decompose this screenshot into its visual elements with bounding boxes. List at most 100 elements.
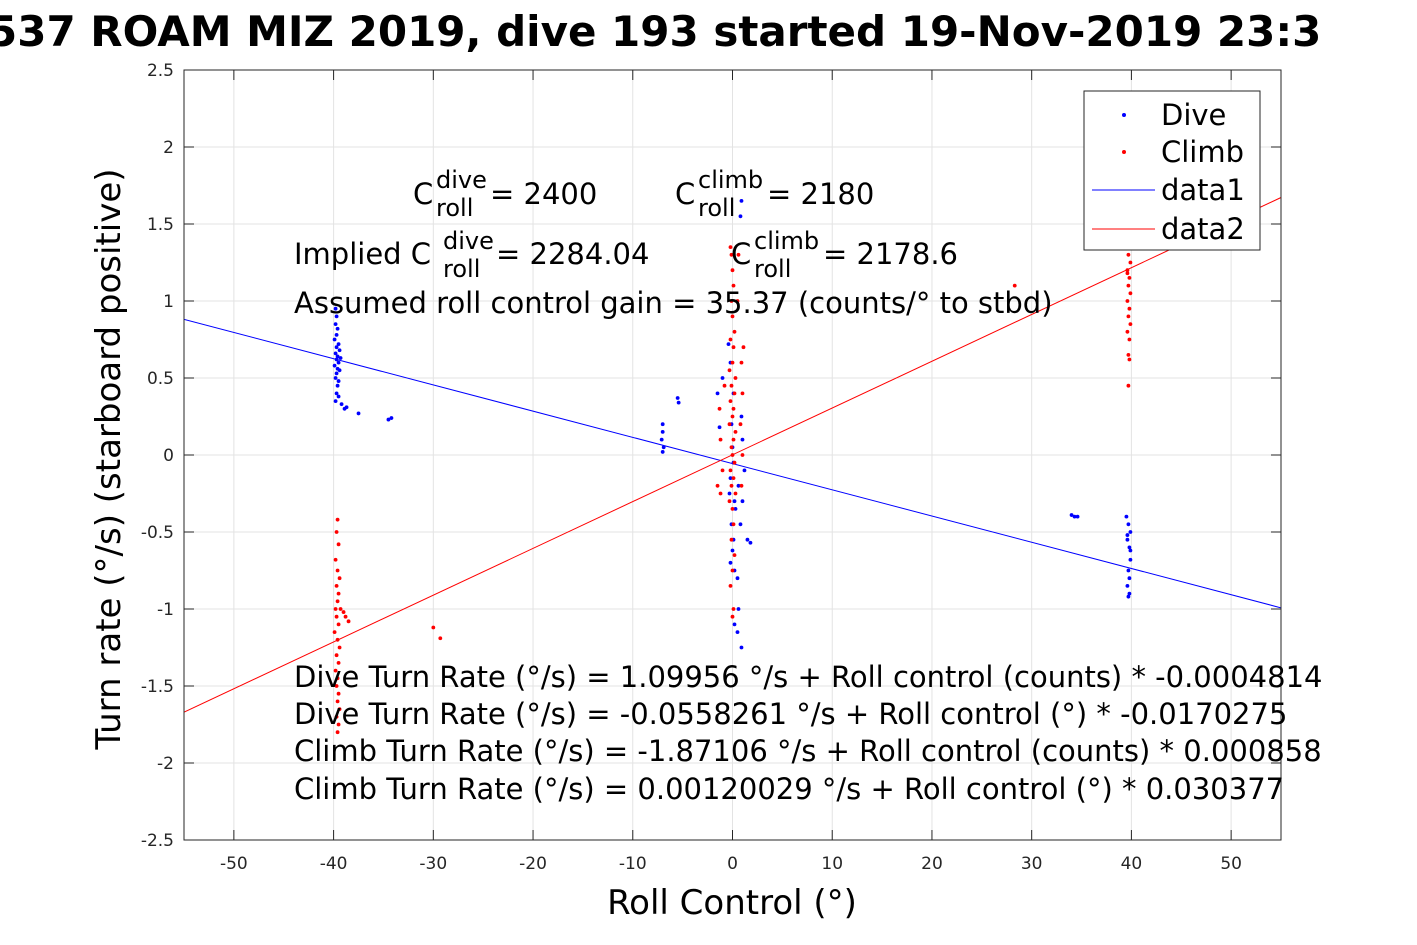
- climb-point: [1012, 283, 1017, 288]
- climb-point: [733, 430, 738, 434]
- climb-point: [336, 591, 341, 596]
- c-roll-climb-value: = 2180: [767, 177, 874, 211]
- dive-point: [1125, 537, 1130, 542]
- dive-point: [1126, 594, 1131, 599]
- y-tick-label: -1: [157, 600, 174, 620]
- implied-c-roll-annotation: Implied C dive roll = 2284.04 C climb ro…: [294, 227, 958, 283]
- dive-point: [1072, 514, 1077, 519]
- x-tick-label: 40: [1121, 854, 1143, 874]
- climb-point: [730, 360, 735, 365]
- climb-point: [1126, 353, 1131, 357]
- dive-point: [1125, 533, 1130, 537]
- y-tick-label: -2.5: [141, 831, 174, 851]
- climb-point: [735, 299, 740, 303]
- climb-point: [731, 406, 736, 411]
- dive-point: [333, 306, 338, 311]
- climb-point: [346, 619, 351, 624]
- climb-point: [731, 522, 736, 527]
- climb-point: [727, 499, 732, 504]
- dive-point: [727, 491, 732, 496]
- climb-point: [729, 252, 734, 257]
- dive-point: [740, 437, 745, 442]
- climb-point: [731, 437, 736, 442]
- dive-point: [717, 425, 722, 430]
- dive-point: [733, 507, 738, 511]
- climb-point: [336, 661, 341, 665]
- plot-area: [184, 197, 1281, 735]
- x-tick-label: 30: [1021, 854, 1043, 874]
- c-roll-climb-base: C: [675, 177, 695, 211]
- climb-point: [730, 507, 735, 511]
- dive-point: [720, 376, 725, 380]
- dive-point: [1127, 545, 1132, 550]
- dive-point: [389, 416, 394, 420]
- climb-point: [740, 453, 745, 457]
- climb-point: [337, 645, 342, 650]
- climb-point: [740, 391, 745, 396]
- climb-point: [741, 345, 746, 350]
- dive-point: [1127, 591, 1132, 596]
- climb-point: [739, 360, 744, 365]
- legend-dive-marker: [1122, 113, 1126, 117]
- climb-point: [732, 460, 737, 465]
- climb-point: [334, 684, 339, 688]
- climb-point: [729, 445, 734, 450]
- x-tick-label: -50: [220, 854, 248, 874]
- climb-point: [733, 376, 738, 380]
- climb-point: [336, 622, 341, 627]
- dive-point: [334, 357, 339, 362]
- climb-point: [431, 625, 436, 630]
- dive-point: [356, 411, 361, 416]
- climb-point: [1125, 268, 1130, 273]
- x-tick-label: -30: [419, 854, 447, 874]
- x-tick-label: 20: [921, 854, 943, 874]
- climb-point: [343, 614, 348, 619]
- c-roll-dive-sub: roll: [436, 194, 473, 222]
- dive-point: [661, 445, 666, 450]
- climb-point: [438, 636, 443, 641]
- dive-point: [728, 560, 733, 565]
- dive-point: [1128, 530, 1133, 534]
- dive-point: [336, 394, 341, 399]
- dive-point: [748, 540, 753, 545]
- dive-point: [337, 368, 342, 373]
- dive-point: [334, 391, 339, 396]
- dive-point: [739, 414, 744, 419]
- dive-point: [728, 476, 733, 480]
- climb-point: [736, 252, 741, 257]
- c-roll-dive-annotation: C dive roll = 2400: [413, 166, 597, 222]
- climb-point: [730, 314, 735, 319]
- climb-point: [720, 468, 725, 473]
- dive-point: [676, 400, 681, 405]
- climb-point: [718, 491, 723, 496]
- dive-point: [1128, 557, 1133, 562]
- dive-point: [335, 383, 340, 388]
- x-tick-label: -20: [519, 854, 547, 874]
- y-tick-label: 2.5: [147, 61, 174, 81]
- climb-point: [738, 422, 743, 427]
- climb-point: [715, 483, 720, 488]
- climb-point: [1125, 329, 1130, 334]
- dive-point: [333, 322, 338, 326]
- dive-point: [675, 396, 680, 400]
- dive-point: [386, 417, 391, 422]
- climb-point: [718, 437, 723, 442]
- climb-point: [1127, 276, 1132, 280]
- climb-point: [333, 668, 338, 673]
- implied-dive-sup: dive: [443, 227, 494, 255]
- c-roll-dive-base: C: [413, 177, 433, 211]
- dive-point: [738, 214, 743, 219]
- legend-climb-marker: [1122, 150, 1126, 154]
- climb-point: [731, 607, 736, 611]
- climb-point: [717, 406, 722, 411]
- dive-point: [715, 391, 720, 396]
- dive-point: [1127, 576, 1132, 581]
- climb-point: [336, 542, 341, 547]
- dive-point: [1128, 548, 1133, 553]
- dive-point: [337, 348, 342, 353]
- climb-point: [1127, 337, 1132, 342]
- dive-point: [332, 363, 337, 368]
- climb-point: [334, 584, 339, 588]
- climb-point: [334, 714, 339, 719]
- c-roll-climb-sub: roll: [698, 194, 735, 222]
